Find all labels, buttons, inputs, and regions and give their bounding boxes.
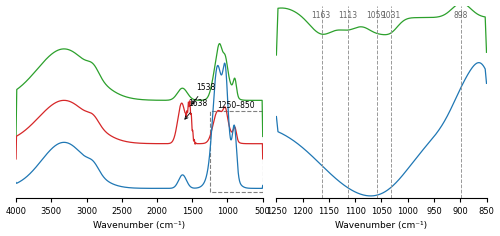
Text: 1163: 1163 bbox=[312, 11, 330, 20]
X-axis label: Wavenumber (cm⁻¹): Wavenumber (cm⁻¹) bbox=[94, 221, 186, 230]
Text: 1538: 1538 bbox=[192, 83, 215, 104]
Text: 1113: 1113 bbox=[338, 11, 357, 20]
Text: 1638: 1638 bbox=[185, 99, 208, 119]
X-axis label: Wavenumber (cm⁻¹): Wavenumber (cm⁻¹) bbox=[336, 221, 428, 230]
Text: 1250–850: 1250–850 bbox=[218, 101, 255, 110]
Text: 1059: 1059 bbox=[366, 11, 386, 20]
Text: 898: 898 bbox=[453, 11, 468, 20]
Text: 1031: 1031 bbox=[381, 11, 400, 20]
Bar bbox=[210, 111, 262, 192]
